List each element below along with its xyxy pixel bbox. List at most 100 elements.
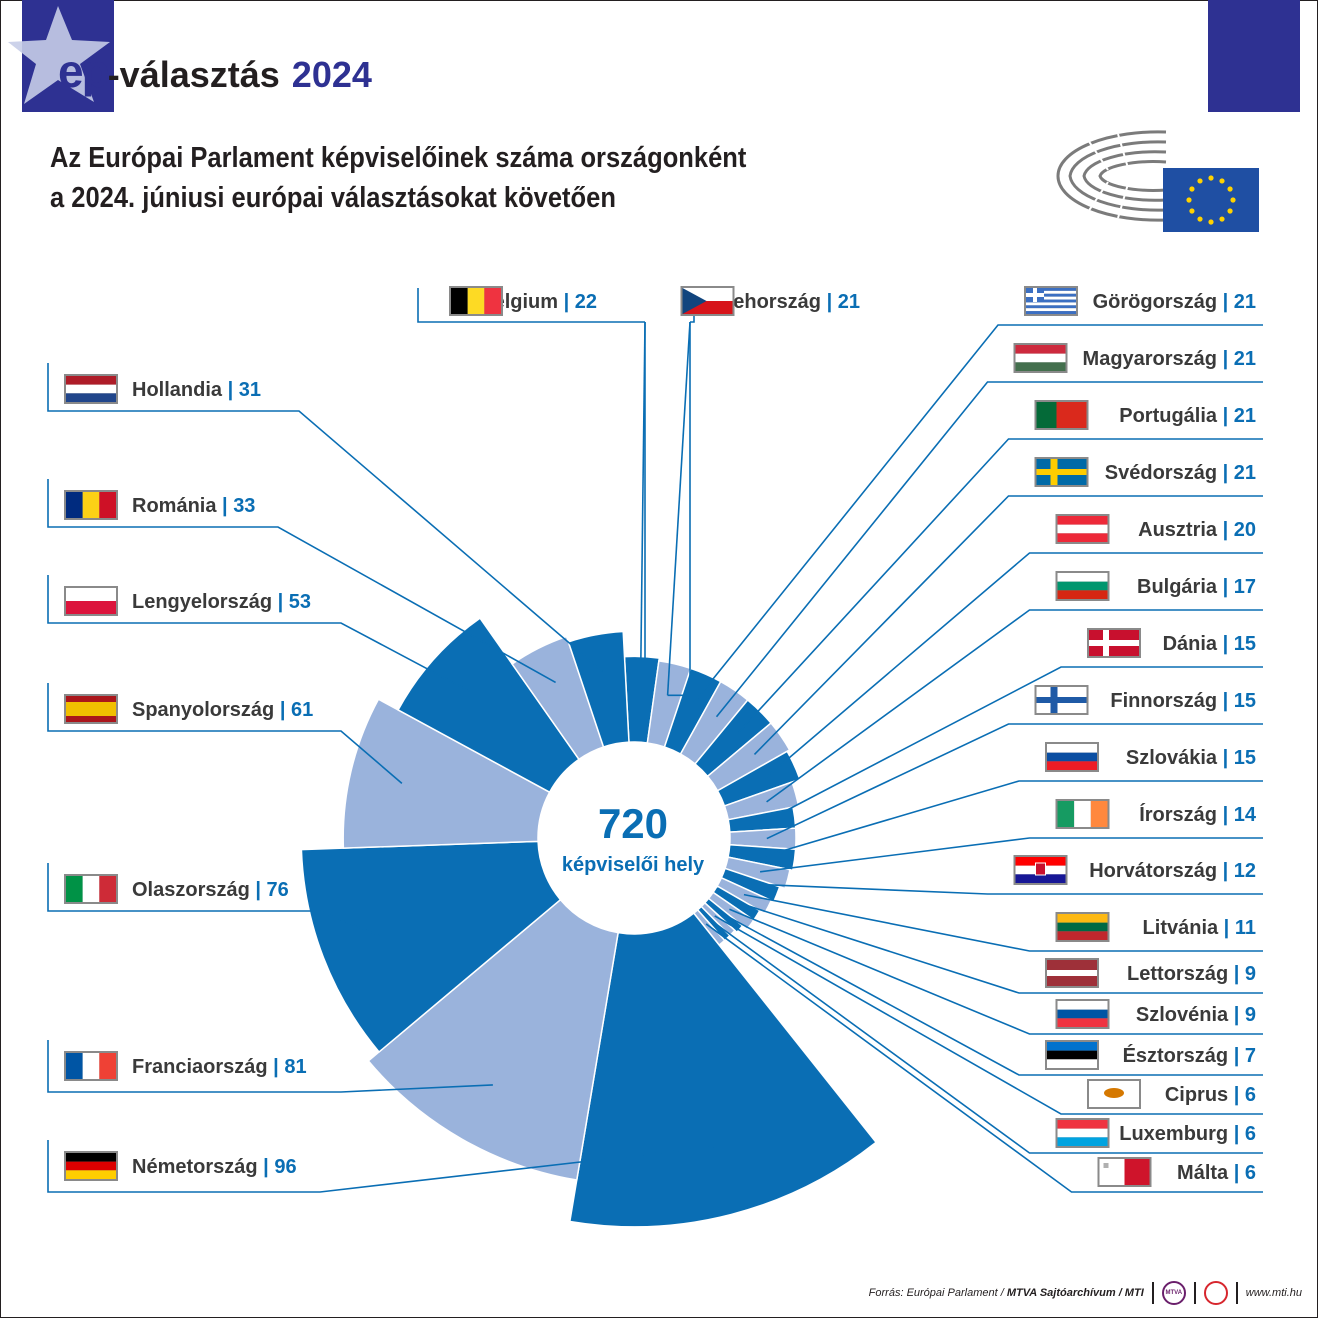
country-name: Spanyolország: [132, 699, 274, 721]
label-text: Bulgária | 17: [1137, 576, 1256, 598]
seat-count: 21: [1234, 405, 1256, 427]
leader-line: [47, 363, 603, 673]
mti-logo-icon: [1203, 1281, 1228, 1305]
label-text: Finnország | 15: [1110, 690, 1256, 712]
chart-title: Az Európai Parlament képviselőinek száma…: [50, 138, 842, 218]
seat-count: 15: [1234, 747, 1256, 769]
country-name: Németország: [132, 1156, 258, 1178]
leader-line: [729, 908, 1263, 1035]
latvia-flag-icon: [1047, 960, 1097, 986]
label-slovakia: Szlovákia | 15: [1045, 742, 1256, 772]
italy-flag-icon: [66, 876, 116, 902]
sweden-flag-icon: [1036, 459, 1087, 485]
country-name: Szlovénia: [1136, 1004, 1229, 1026]
leader-line: [710, 919, 1263, 1154]
label-text: Svédország | 21: [1105, 462, 1256, 484]
seat-count: 20: [1234, 519, 1256, 541]
seat-count: 11: [1235, 917, 1256, 939]
total-caption: képviselői hely: [562, 854, 705, 876]
seat-count: 33: [233, 495, 255, 517]
bulgaria-flag-icon: [1057, 573, 1108, 599]
seat-count: 22: [575, 291, 597, 313]
label-czech: Csehország | 21: [680, 286, 860, 316]
country-name: Ciprus: [1165, 1084, 1228, 1106]
logo-ep: ep: [58, 45, 110, 97]
leader-line: [47, 863, 380, 937]
seat-count: 53: [289, 591, 311, 613]
country-name: Hollandia: [132, 379, 223, 401]
leader-line: [640, 322, 646, 691]
label-estonia: Észtország | 7: [1045, 1040, 1256, 1070]
country-name: Finnország: [1110, 690, 1217, 712]
estonia-flag-icon: [1047, 1042, 1097, 1068]
luxembourg-flag-icon: [1057, 1120, 1108, 1146]
leader-line: [692, 324, 1263, 705]
source-prefix: Forrás: Európai Parlament /: [868, 1287, 1007, 1299]
leader-line: [753, 495, 1263, 755]
wedge-spain: [342, 698, 551, 849]
label-lithuania: Litvánia | 11: [1055, 912, 1256, 942]
label-text: Szlovénia | 9: [1136, 1004, 1256, 1026]
label-bulgaria: Bulgária | 17: [1055, 571, 1256, 601]
leader-line: [766, 609, 1263, 803]
leader-line: [715, 381, 1263, 718]
country-name: Görögország: [1093, 291, 1217, 313]
divider: [1151, 1282, 1154, 1304]
poland-flag-icon: [66, 588, 116, 614]
seat-count: 81: [284, 1056, 306, 1078]
country-name: Franciaország: [132, 1056, 268, 1078]
leader-line: [743, 893, 1263, 952]
ep-valasztas-logo: ep -választás 2024: [58, 44, 372, 97]
leader-line: [759, 837, 1263, 873]
seat-count: 15: [1234, 633, 1256, 655]
leader-line: [705, 923, 1263, 1193]
slovakia-flag-icon: [1047, 744, 1097, 770]
romania-flag-icon: [66, 492, 116, 518]
label-text: Szlovákia | 15: [1126, 747, 1256, 769]
leader-line: [714, 915, 1263, 1115]
label-belgium: Belgium | 22: [449, 286, 597, 316]
label-austria: Ausztria | 20: [1055, 514, 1256, 544]
country-name: Olaszország: [132, 879, 250, 901]
label-text: Horvátország | 12: [1089, 860, 1256, 882]
country-name: Litvánia: [1143, 917, 1219, 939]
star-icon: [8, 6, 110, 104]
leader-line: [47, 575, 471, 693]
label-text: Lettország | 9: [1127, 963, 1256, 985]
netherlands-flag-icon: [66, 376, 116, 402]
hungary-flag-icon: [1015, 345, 1066, 371]
label-text: Észtország | 7: [1123, 1044, 1256, 1067]
top-right-band: [1208, 0, 1300, 112]
seat-count: 9: [1245, 1004, 1256, 1026]
czech-flag-icon: [682, 288, 733, 314]
seat-count: 17: [1234, 576, 1256, 598]
seat-count: 76: [267, 879, 289, 901]
country-name: Románia: [132, 495, 217, 517]
label-romania: Románia | 33: [64, 490, 255, 520]
label-text: Litvánia | 11: [1143, 917, 1256, 939]
parliament-hemicycle-icon: [1056, 130, 1167, 222]
label-italy: Olaszország | 76: [64, 874, 289, 904]
label-text: Görögország | 21: [1093, 291, 1256, 313]
leader-line: [667, 322, 691, 697]
label-text: Dánia | 15: [1163, 633, 1256, 655]
leaders-layer: [47, 288, 1263, 1193]
leader-line: [764, 552, 1263, 779]
mtva-mark: MTVA: [1165, 1290, 1183, 1296]
france-flag-icon: [66, 1053, 116, 1079]
leader-line: [720, 912, 1263, 1076]
germany-flag-icon: [66, 1153, 116, 1179]
leader-line: [666, 321, 691, 696]
label-poland: Lengyelország | 53: [64, 586, 311, 616]
label-text: Románia | 33: [132, 495, 255, 517]
country-name: Lettország: [1127, 963, 1228, 985]
leader-line: [734, 900, 1263, 994]
divider: [1193, 1282, 1196, 1304]
source-footer: Forrás: Európai Parlament / MTVA Sajtóar…: [869, 1280, 1302, 1306]
label-sweden: Svédország | 21: [1034, 457, 1256, 487]
label-text: Portugália | 21: [1119, 405, 1256, 427]
country-name: Portugália: [1119, 405, 1218, 427]
label-croatia: Horvátország | 12: [1013, 855, 1256, 885]
